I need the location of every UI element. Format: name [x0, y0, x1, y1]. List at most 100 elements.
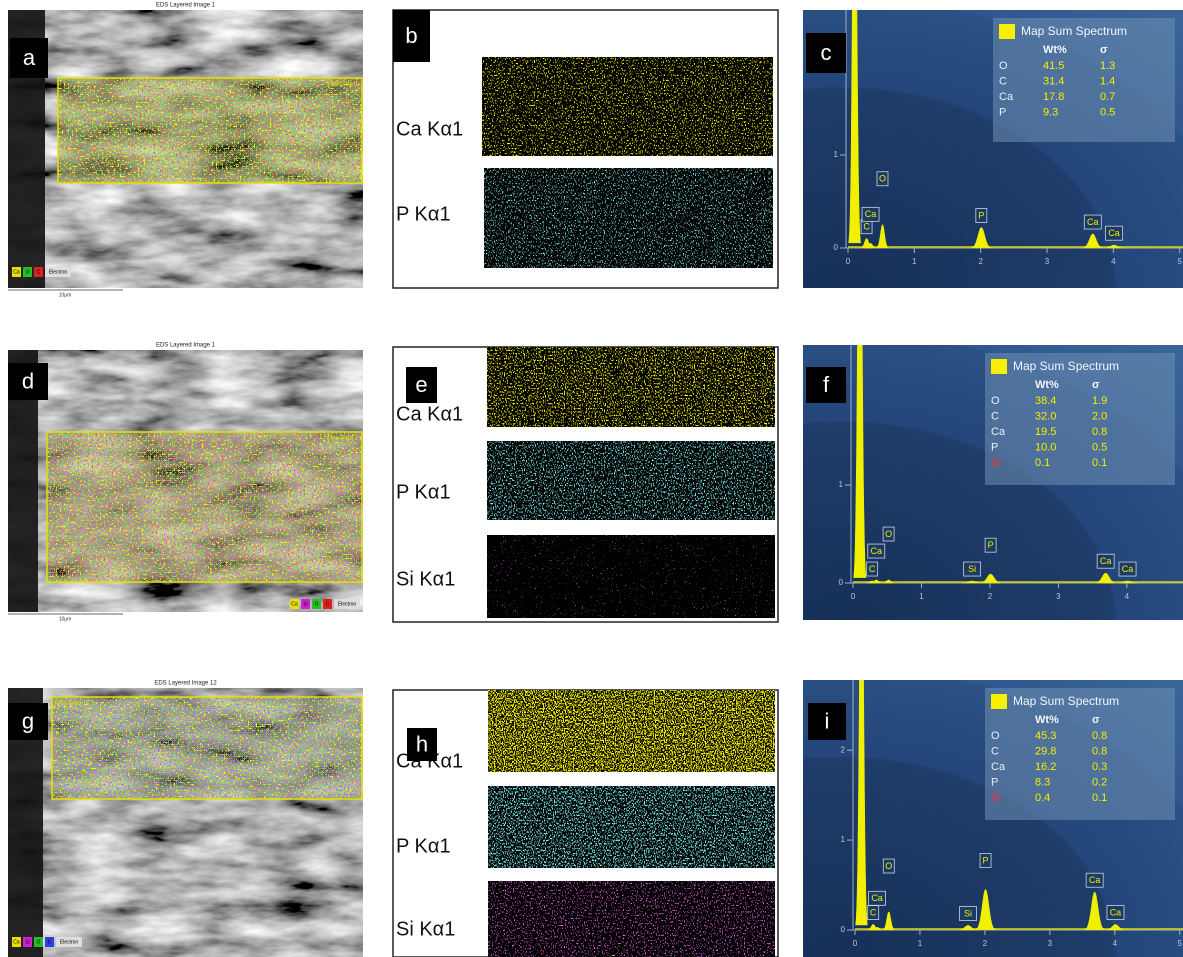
element-name: Ca: [991, 761, 1006, 773]
column-header: Wt%: [1043, 44, 1067, 56]
x-tick-label: 3: [1056, 592, 1061, 601]
weight-percent: 31.4: [1043, 75, 1064, 87]
weight-percent: 29.8: [1035, 745, 1056, 757]
image-title: EDS Layered Image 1: [156, 3, 216, 9]
legend-electron: Electron: [60, 939, 79, 945]
y-tick-label: 0: [841, 925, 846, 934]
element-map: [487, 347, 775, 427]
panel-letter: f: [823, 372, 830, 397]
weight-percent: 19.5: [1035, 426, 1056, 438]
column-header: Wt%: [1035, 714, 1059, 726]
figure: EDS Layered Image 1Map Data 1CaOCElectro…: [0, 0, 1183, 957]
legend-chip-label: Si: [303, 601, 307, 607]
sigma: 2.0: [1092, 410, 1107, 422]
element-name: Si: [991, 457, 1001, 469]
x-tick-label: 4: [1111, 257, 1116, 266]
element-name: Ca: [991, 426, 1006, 438]
x-tick-label: 0: [853, 939, 858, 948]
panel-letter: a: [23, 45, 36, 70]
legend-chip-label: Ca: [291, 601, 298, 607]
panel-letter: i: [825, 708, 830, 733]
legend-chip-label: O: [315, 601, 319, 607]
weight-percent: 0.1: [1035, 457, 1050, 469]
peak-label: Ca: [1122, 564, 1134, 574]
element-label: Si Kα1: [396, 918, 455, 940]
weight-percent: 8.3: [1035, 776, 1050, 788]
y-tick-label: 2: [841, 745, 846, 754]
legend-electron: Electron: [338, 601, 357, 607]
weight-percent: 45.3: [1035, 730, 1056, 742]
x-tick-label: 1: [912, 257, 917, 266]
continuum: [848, 246, 1183, 248]
sigma: 0.2: [1092, 776, 1107, 788]
peak-label: C: [870, 907, 877, 917]
peak-label: C: [863, 222, 870, 232]
element-map: [488, 786, 775, 868]
legend-chip-label: C: [48, 939, 52, 945]
legend-title: Map Sum Spectrum: [1021, 24, 1127, 38]
sigma: 0.8: [1092, 745, 1107, 757]
sigma: 0.1: [1092, 792, 1107, 804]
peak-label: Ca: [1108, 228, 1120, 238]
element-name: C: [991, 410, 999, 422]
weight-percent: 0.4: [1035, 792, 1050, 804]
peak-label: Ca: [1110, 907, 1122, 917]
panel-letter: c: [821, 40, 832, 65]
weight-percent: 16.2: [1035, 761, 1056, 773]
sigma: 0.1: [1092, 457, 1107, 469]
weight-percent: 41.5: [1043, 60, 1064, 72]
legend-chip-label: C: [326, 601, 330, 607]
peak-label: O: [885, 861, 892, 871]
y-tick-label: 1: [839, 480, 844, 489]
element-name: P: [991, 776, 998, 788]
element-name: C: [999, 75, 1007, 87]
y-tick-label: 0: [834, 243, 839, 252]
element-label: Ca Kα1: [396, 118, 463, 140]
x-tick-label: 1: [919, 592, 924, 601]
x-tick-label: 2: [978, 257, 983, 266]
column-header: Wt%: [1035, 379, 1059, 391]
peak-label: P: [988, 540, 994, 550]
element-name: P: [999, 106, 1006, 118]
sigma: 0.8: [1092, 730, 1107, 742]
element-name: C: [991, 745, 999, 757]
legend-swatch: [991, 694, 1007, 709]
sigma: 0.3: [1092, 761, 1107, 773]
weight-percent: 10.0: [1035, 441, 1056, 453]
column-header: σ: [1092, 714, 1100, 726]
sigma: 0.8: [1092, 426, 1107, 438]
x-tick-label: 4: [1125, 592, 1130, 601]
element-label: P Kα1: [396, 481, 451, 503]
peak-label: O: [885, 529, 892, 539]
x-tick-label: 3: [1048, 939, 1053, 948]
column-header: σ: [1092, 379, 1100, 391]
x-tick-label: 5: [1178, 939, 1183, 948]
weight-percent: 17.8: [1043, 91, 1064, 103]
element-map: [482, 57, 773, 156]
panel-letter: b: [405, 23, 417, 48]
element-name: Ca: [999, 91, 1014, 103]
image-title: EDS Layered Image 12: [154, 681, 217, 687]
column-header: σ: [1100, 44, 1108, 56]
weight-percent: 32.0: [1035, 410, 1056, 422]
x-tick-label: 4: [1113, 939, 1118, 948]
peak-label: O: [879, 174, 886, 184]
continuum: [855, 928, 1183, 930]
peak-label: Ca: [865, 209, 877, 219]
element-name: O: [999, 60, 1008, 72]
weight-percent: 9.3: [1043, 106, 1058, 118]
peak-label: Ca: [1087, 217, 1099, 227]
element-dots: [58, 78, 362, 183]
legend-swatch: [991, 359, 1007, 374]
x-tick-label: 2: [988, 592, 993, 601]
map-data-label: Map Data 12: [55, 701, 90, 707]
element-map: [487, 441, 775, 520]
element-label: Si Kα1: [396, 568, 455, 590]
element-name: O: [991, 395, 1000, 407]
x-tick-label: 5: [1177, 257, 1182, 266]
x-tick-label: 3: [1045, 257, 1050, 266]
map-data-label: Map Data 1: [327, 82, 359, 88]
element-name: O: [991, 730, 1000, 742]
scale-label: 10μm: [59, 292, 72, 298]
y-tick-label: 1: [841, 835, 846, 844]
